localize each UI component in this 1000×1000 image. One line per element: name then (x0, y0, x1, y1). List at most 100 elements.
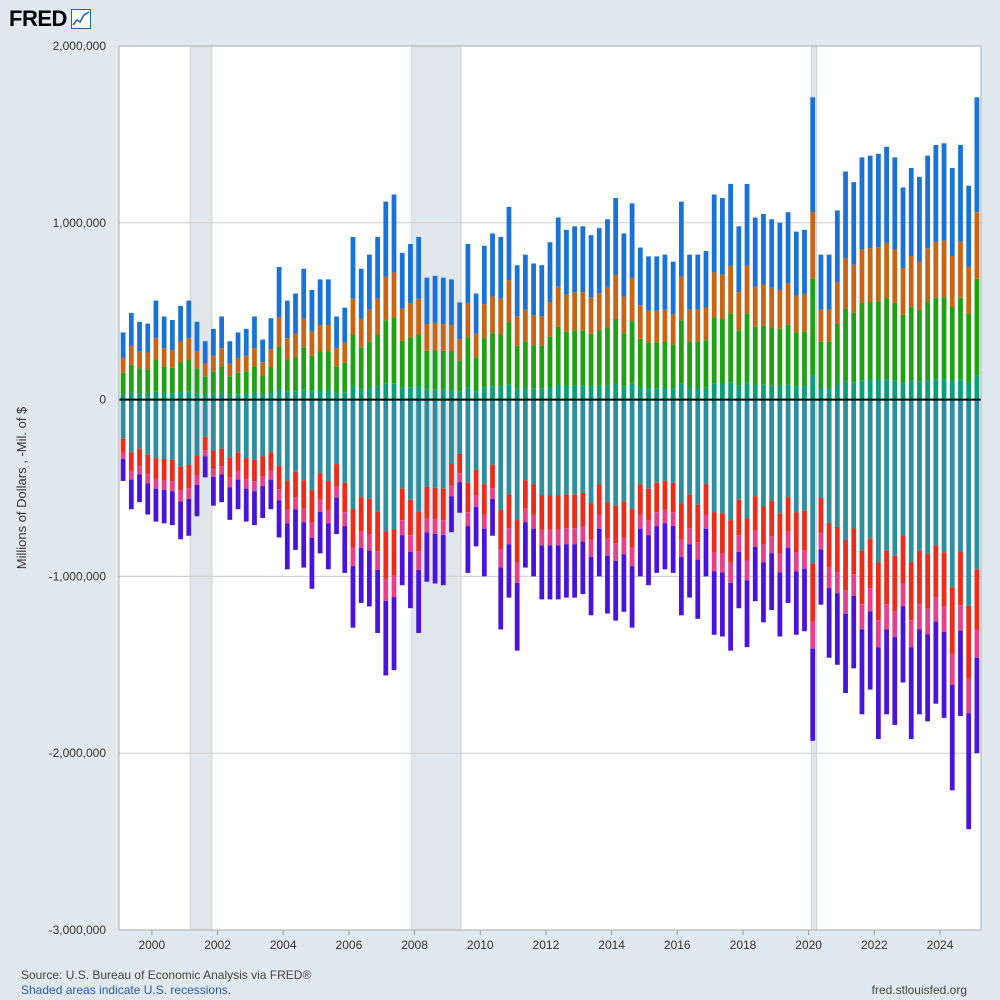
bar-2024Q4 (966, 185, 972, 830)
bar-segment-negative (358, 399, 364, 498)
recession-shade (189, 45, 213, 931)
bar-segment-negative (432, 519, 438, 534)
bar-segment-positive (974, 97, 980, 213)
site-url[interactable]: fred.stlouisfed.org (871, 983, 967, 997)
bar-segment-negative (473, 494, 479, 507)
bar-segment-negative (777, 513, 783, 554)
bar-segment-positive (235, 332, 241, 358)
source-text[interactable]: U.S. Bureau of Economic Analysis via FRE… (65, 968, 312, 982)
bar-segment-negative (235, 399, 241, 453)
bar-segment-positive (826, 388, 832, 400)
bar-segment-negative (358, 548, 364, 603)
bar-segment-positive (580, 226, 586, 293)
bar-segment-negative (555, 495, 561, 530)
bar-segment-negative (490, 488, 495, 499)
bar-2014Q4 (637, 247, 643, 577)
bar-segment-positive (465, 337, 471, 388)
bar-segment-positive (876, 301, 881, 380)
bar-2011Q1 (514, 265, 520, 651)
bar-segment-positive (637, 247, 643, 306)
bar-segment-positive (777, 328, 783, 386)
bar-segment-positive (695, 254, 701, 310)
bar-segment-positive (293, 391, 298, 400)
bar-segment-negative (670, 526, 676, 573)
bar-segment-positive (391, 272, 397, 318)
bar-segment-negative (235, 452, 241, 471)
bar-segment-negative (169, 491, 175, 526)
bar-segment-negative (777, 553, 783, 573)
bar-segment-positive (243, 355, 249, 372)
bar-segment-negative (506, 544, 512, 598)
bar-2011Q3 (531, 263, 536, 577)
bar-segment-positive (941, 143, 947, 241)
bar-2019Q4 (802, 229, 807, 632)
bar-segment-negative (958, 551, 963, 606)
bar-segment-positive (605, 327, 610, 386)
bar-segment-positive (662, 341, 668, 389)
bar-segment-positive (498, 236, 504, 299)
bar-segment-positive (958, 297, 963, 380)
bar-segment-positive (933, 241, 939, 298)
bar-segment-positive (440, 350, 446, 390)
bar-segment-positive (309, 390, 315, 400)
bar-segment-positive (178, 305, 183, 342)
bar-1999Q3 (137, 321, 142, 503)
bar-segment-positive (908, 256, 914, 307)
bar-segment-negative (917, 629, 922, 715)
bar-segment-positive (211, 355, 216, 372)
bar-segment-negative (941, 606, 947, 632)
bar-2023Q2 (917, 176, 922, 715)
bar-segment-positive (169, 350, 175, 368)
bar-segment-positive (900, 187, 906, 269)
bar-segment-negative (810, 399, 816, 564)
bar-segment-negative (358, 497, 364, 532)
bar-segment-negative (867, 611, 873, 690)
bar-segment-negative (744, 399, 750, 519)
bar-segment-positive (481, 304, 487, 339)
bar-segment-positive (769, 219, 775, 288)
bar-segment-negative (867, 399, 873, 539)
bar-segment-positive (695, 309, 701, 342)
bar-segment-negative (293, 509, 298, 550)
bar-segment-positive (867, 248, 873, 303)
bar-segment-positive (284, 359, 290, 392)
bar-segment-negative (736, 551, 742, 609)
bar-segment-negative (161, 489, 167, 524)
bar-segment-negative (202, 450, 208, 457)
bar-segment-negative (637, 484, 643, 515)
bar-segment-positive (301, 389, 307, 400)
y-tick-label: 0 (99, 393, 106, 407)
bar-segment-positive (539, 345, 545, 389)
bar-2010Q2 (490, 233, 495, 536)
bar-segment-negative (522, 399, 528, 481)
bar-segment-positive (670, 314, 676, 345)
bar-segment-positive (596, 228, 602, 294)
bar-segment-positive (834, 323, 840, 385)
bar-segment-negative (859, 604, 865, 630)
bar-segment-negative (826, 567, 832, 589)
bar-segment-negative (678, 539, 684, 558)
bar-segment-negative (802, 568, 807, 632)
bar-segment-negative (826, 399, 832, 524)
bar-segment-positive (941, 297, 947, 380)
bar-segment-negative (457, 482, 463, 513)
fred-logo[interactable]: FRED (9, 6, 91, 32)
bar-segment-negative (596, 528, 602, 577)
bar-segment-negative (416, 511, 422, 552)
bar-segment-positive (309, 289, 315, 332)
bar-segment-positive (752, 217, 758, 287)
bar-segment-positive (670, 388, 676, 400)
bar-segment-positive (128, 392, 134, 400)
bar-segment-positive (522, 341, 528, 389)
bar-segment-positive (260, 339, 266, 363)
bar-2000Q4 (178, 305, 183, 540)
bar-segment-positive (457, 302, 463, 340)
bar-segment-positive (531, 263, 536, 316)
bar-segment-positive (933, 145, 939, 242)
bar-2014Q1 (613, 198, 619, 621)
bar-segment-positive (859, 249, 865, 303)
bar-segment-positive (367, 254, 372, 310)
bar-segment-positive (761, 213, 766, 285)
bar-2016Q4 (703, 251, 709, 577)
bar-2021Q1 (843, 171, 848, 694)
